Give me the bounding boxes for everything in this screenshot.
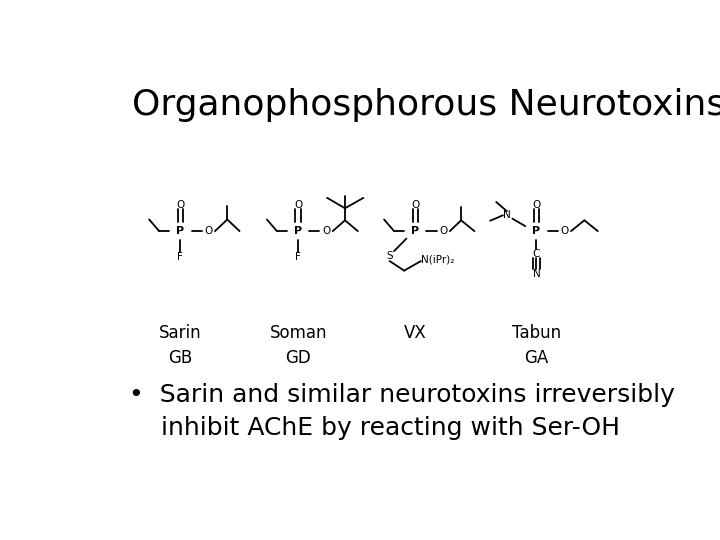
Text: P: P <box>532 226 541 236</box>
Text: Sarin: Sarin <box>159 324 202 342</box>
Text: S: S <box>387 251 393 261</box>
Text: N: N <box>533 269 540 279</box>
Text: N: N <box>503 210 510 220</box>
Text: F: F <box>295 252 301 262</box>
Text: O: O <box>204 226 212 236</box>
Text: O: O <box>411 200 420 210</box>
Text: P: P <box>411 226 419 236</box>
Text: P: P <box>176 226 184 236</box>
Text: O: O <box>322 226 330 236</box>
Text: O: O <box>560 226 568 236</box>
Text: O: O <box>439 226 447 236</box>
Text: GA: GA <box>524 349 549 367</box>
Text: Organophosphorous Neurotoxins: Organophosphorous Neurotoxins <box>132 87 720 122</box>
Text: O: O <box>294 200 302 210</box>
Text: P: P <box>294 226 302 236</box>
Text: C: C <box>533 248 540 259</box>
Text: inhibit AChE by reacting with Ser-OH: inhibit AChE by reacting with Ser-OH <box>129 416 620 440</box>
Text: Tabun: Tabun <box>512 324 561 342</box>
Text: GB: GB <box>168 349 192 367</box>
Text: O: O <box>532 200 541 210</box>
Text: GD: GD <box>285 349 311 367</box>
Text: •  Sarin and similar neurotoxins irreversibly: • Sarin and similar neurotoxins irrevers… <box>129 383 675 407</box>
Text: F: F <box>177 252 184 262</box>
Text: VX: VX <box>404 324 427 342</box>
Text: Soman: Soman <box>269 324 327 342</box>
Text: N(iPr)₂: N(iPr)₂ <box>421 254 454 265</box>
Text: O: O <box>176 200 184 210</box>
